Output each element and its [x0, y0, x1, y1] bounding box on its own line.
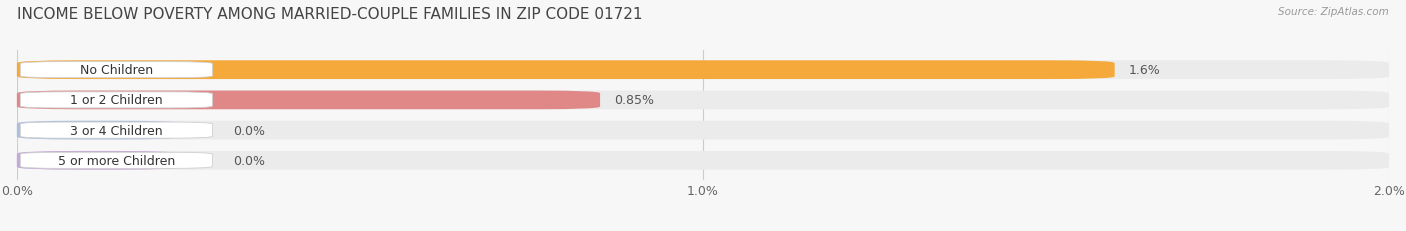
Text: Source: ZipAtlas.com: Source: ZipAtlas.com	[1278, 7, 1389, 17]
Text: 1 or 2 Children: 1 or 2 Children	[70, 94, 163, 107]
Text: 0.0%: 0.0%	[233, 124, 264, 137]
Text: 1.6%: 1.6%	[1129, 64, 1160, 77]
Text: 0.85%: 0.85%	[614, 94, 654, 107]
FancyBboxPatch shape	[17, 61, 1115, 80]
Text: INCOME BELOW POVERTY AMONG MARRIED-COUPLE FAMILIES IN ZIP CODE 01721: INCOME BELOW POVERTY AMONG MARRIED-COUPL…	[17, 7, 643, 22]
FancyBboxPatch shape	[17, 121, 1389, 140]
Text: 0.0%: 0.0%	[233, 154, 264, 167]
FancyBboxPatch shape	[17, 121, 180, 140]
Text: No Children: No Children	[80, 64, 153, 77]
FancyBboxPatch shape	[17, 151, 180, 170]
FancyBboxPatch shape	[17, 91, 600, 110]
FancyBboxPatch shape	[20, 62, 212, 78]
FancyBboxPatch shape	[17, 91, 1389, 110]
FancyBboxPatch shape	[20, 153, 212, 169]
Text: 3 or 4 Children: 3 or 4 Children	[70, 124, 163, 137]
FancyBboxPatch shape	[17, 61, 1389, 80]
FancyBboxPatch shape	[20, 122, 212, 139]
FancyBboxPatch shape	[17, 151, 1389, 170]
Text: 5 or more Children: 5 or more Children	[58, 154, 174, 167]
FancyBboxPatch shape	[20, 92, 212, 109]
